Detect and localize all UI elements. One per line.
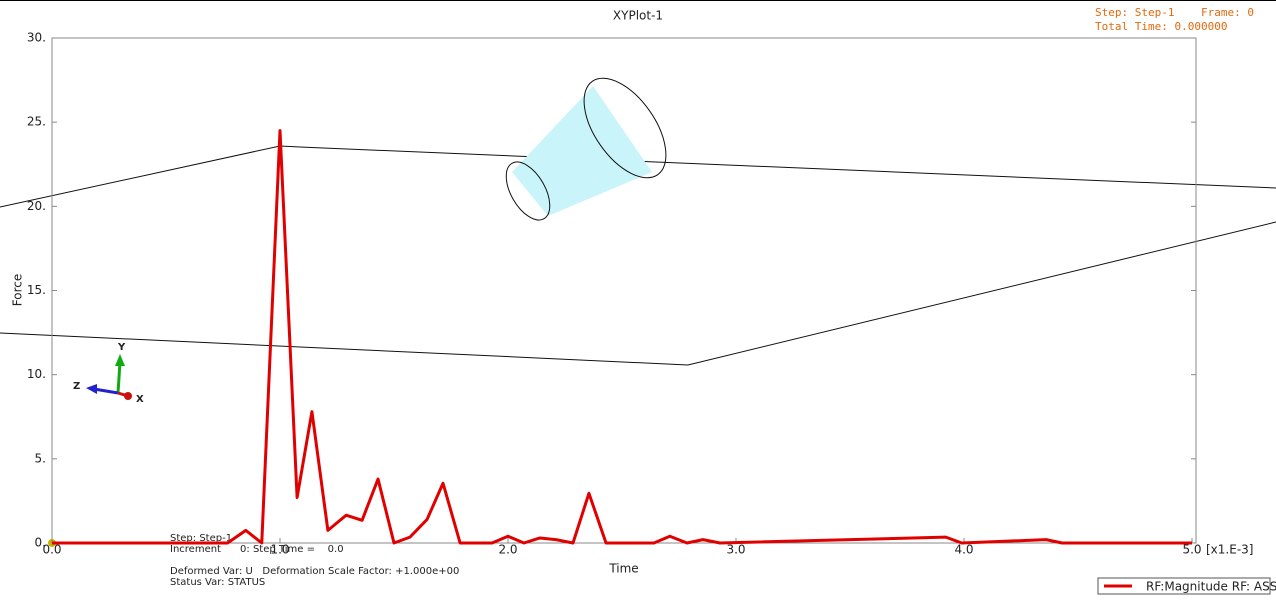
y-tick-label: 10.: [27, 367, 46, 381]
triad-y: Y: [117, 342, 126, 353]
y-tick-label: 20.: [27, 199, 46, 213]
triad: X Y Z: [73, 342, 144, 405]
triad-z: Z: [73, 381, 80, 392]
y-axis-label: Force: [11, 274, 25, 306]
x-tick-label: 3.0: [726, 543, 745, 557]
y-tick-label: 5.: [35, 451, 46, 465]
info-step: Step: Step-1: [170, 533, 232, 544]
y-tick-label: 30.: [27, 31, 46, 45]
total-time: Total Time: 0.000000: [1095, 20, 1227, 33]
x-tick-label: 2.0: [498, 543, 517, 557]
y-tick-label: 0.: [35, 536, 46, 550]
chart-title: XYPlot-1: [613, 9, 663, 23]
model-wireframe: [0, 77, 1276, 366]
info-status: Status Var: STATUS: [170, 577, 265, 588]
plot-frame: [51, 37, 1197, 544]
y-tick-label: 25.: [27, 115, 46, 129]
x-scale-label: [x1.E-3]: [1206, 543, 1253, 557]
x-tick-label: 1.0: [270, 543, 289, 557]
info-increment: Increment 0: Step Time = 0.0: [170, 544, 344, 555]
step-frame: Step: Step-1 Frame: 0: [1095, 6, 1254, 19]
legend-box: [1097, 577, 1271, 595]
info-deformed: Deformed Var: U Deformation Scale Factor…: [170, 566, 459, 577]
x-axis-label: Time: [608, 562, 638, 576]
triad-x: X: [136, 394, 144, 405]
x-tick-label: 0.0: [42, 543, 61, 557]
series-line: [52, 129, 1192, 545]
y-tick-label: 15.: [27, 283, 46, 297]
x-tick-label: 4.0: [954, 543, 973, 557]
legend-label: RF:Magnitude RF: ASSEMBLY N: 1: [1146, 580, 1276, 594]
x-tick-label: 5.0: [1182, 543, 1201, 557]
